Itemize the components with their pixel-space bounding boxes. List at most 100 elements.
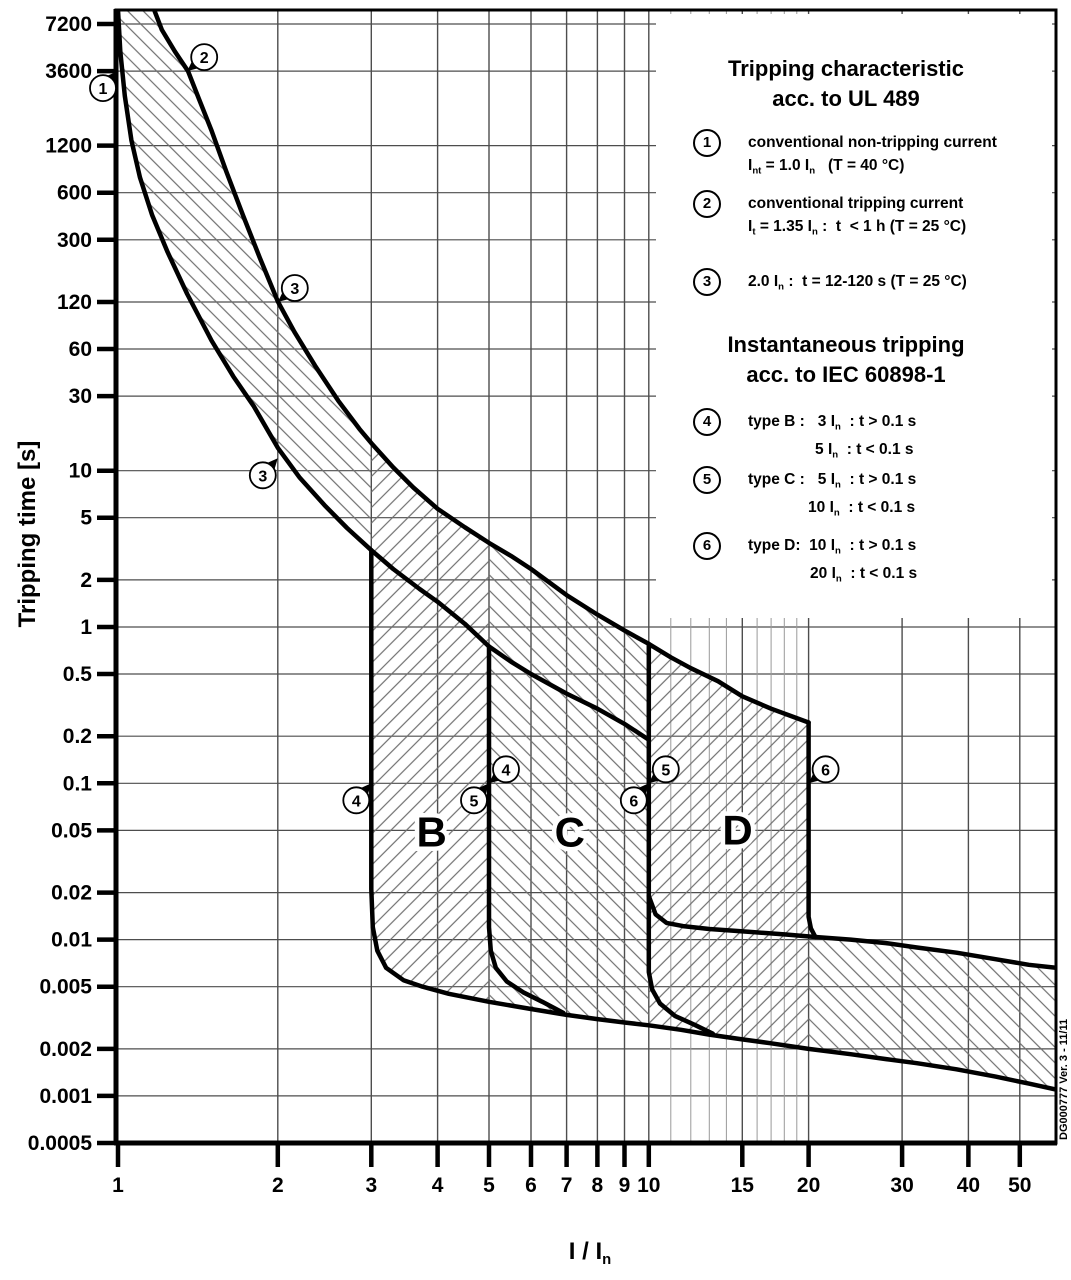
region-label-b: B [417, 809, 447, 856]
subscript: n [835, 421, 841, 433]
y-tick-label: 2 [80, 569, 92, 592]
marker-4: 4 [342, 783, 372, 815]
y-tick-label: 10 [69, 460, 92, 483]
legend-item-line: 10 In : t < 0.1 s [808, 499, 916, 519]
x-tick-label: 9 [619, 1174, 631, 1197]
region-label-d: D [722, 807, 752, 854]
y-tick-label: 60 [69, 338, 92, 361]
subscript: n [835, 545, 841, 557]
marker-3: 3 [248, 458, 278, 490]
x-tick-label: 40 [957, 1174, 980, 1197]
axis-ticks: 7200360012006003001206030105210.50.20.10… [28, 13, 1032, 1197]
legend-item-circle-1: 1 [693, 129, 721, 157]
x-tick-label: 4 [432, 1174, 444, 1197]
x-axis-title: I / In [568, 1238, 612, 1269]
legend-heading-line2: acc. to IEC 60898-1 [746, 362, 946, 387]
marker-2: 2 [187, 43, 219, 72]
marker-circle [460, 786, 488, 815]
x-tick-label: 6 [525, 1174, 537, 1197]
marker-arrow [105, 71, 118, 84]
y-axis-title: Tripping time [s] [14, 440, 41, 628]
subscript: n [778, 281, 785, 293]
marker-circle [492, 755, 520, 784]
legend-item-text: type D: 10 In : t > 0.1 s 20 In : t < 0.1… [748, 534, 1048, 591]
legend-item-circle-6: 6 [693, 532, 721, 560]
legend-item-line: 2.0 In : t = 12-120 s (T = 25 °C) [748, 273, 967, 293]
legend-item-line: type B : 3 In : t > 0.1 s [748, 413, 917, 433]
y-tick-label: 0.1 [63, 772, 93, 795]
x-tick-label: 2 [272, 1174, 284, 1197]
y-tick-label: 0.5 [63, 663, 93, 686]
y-tick-label: 30 [69, 385, 92, 408]
legend-item-line: type D: 10 In : t > 0.1 s [748, 537, 917, 557]
legend-heading-instantaneous: Instantaneous tripping acc. to IEC 60898… [656, 330, 1036, 390]
subscript: n [811, 226, 818, 238]
marker-1: 1 [89, 71, 118, 102]
legend-title-line1: Tripping characteristic [728, 56, 964, 81]
marker-arrow [359, 783, 372, 796]
legend-heading-line1: Instantaneous tripping [727, 332, 965, 357]
x-tick-label: 30 [890, 1174, 913, 1197]
marker-circle [280, 274, 309, 302]
y-tick-label: 1200 [45, 135, 92, 158]
y-tick-label: 0.0005 [28, 1132, 93, 1155]
legend-item-text: type B : 3 In : t > 0.1 s 5 In : t < 0.1 … [748, 410, 1048, 467]
legend-item-circle-2: 2 [693, 190, 721, 218]
marker-3: 3 [277, 274, 309, 302]
subscript: n [835, 573, 842, 585]
subscript: n [832, 449, 839, 461]
x-tick-label: 5 [483, 1174, 495, 1197]
x-tick-label: 7 [561, 1174, 573, 1197]
marker-number: 1 [99, 81, 108, 98]
x-tick-label: 50 [1008, 1174, 1031, 1197]
curve-thermal-lower [116, 10, 374, 553]
marker-number: 2 [200, 50, 209, 67]
hatch-band [371, 10, 490, 1090]
marker-number: 3 [290, 281, 299, 298]
legend-item-line: 20 In : t < 0.1 s [810, 565, 918, 585]
curve-type-d-right [806, 720, 818, 940]
marker-circle [89, 74, 117, 102]
legend-item-text: 2.0 In : t = 12-120 s (T = 25 °C) [748, 270, 1048, 298]
y-tick-label: 0.005 [39, 976, 92, 999]
hatch-band [118, 10, 372, 1090]
curve-thermal-lower-ext [369, 547, 652, 742]
y-tick-label: 600 [57, 182, 92, 205]
legend-item-line: It = 1.35 In : t < 1 h (T = 25 °C) [748, 218, 967, 238]
y-tick-label: 300 [57, 229, 92, 252]
subscript: nt [752, 165, 762, 177]
curve-type-b-left [369, 547, 1056, 1092]
x-tick-label: 1 [112, 1174, 124, 1197]
marker-arrow [636, 783, 649, 796]
legend-title-line2: acc. to UL 489 [772, 86, 920, 111]
legend-title: Tripping characteristic acc. to UL 489 [656, 54, 1036, 114]
y-tick-label: 0.002 [39, 1038, 92, 1061]
y-tick-label: 0.01 [51, 929, 92, 952]
legend-item-text: conventional tripping current It = 1.35 I… [748, 192, 1048, 243]
legend-item-text: conventional non-tripping current Int = 1… [748, 131, 1048, 182]
marker-arrow [265, 458, 278, 471]
y-tick-label: 120 [57, 291, 92, 314]
trip-curves [116, 10, 1056, 1092]
subscript: t [752, 226, 756, 238]
marker-number: 4 [502, 762, 511, 779]
y-tick-label: 0.05 [51, 819, 92, 842]
legend-item-line: conventional non-tripping current [748, 134, 997, 151]
y-tick-label: 0.02 [51, 882, 92, 905]
legend-item-circle-5: 5 [693, 466, 721, 494]
subscript: n [602, 1252, 612, 1269]
x-tick-label: 20 [797, 1174, 820, 1197]
legend-item-circle-4: 4 [693, 408, 721, 436]
marker-circle [651, 755, 680, 784]
y-tick-label: 0.2 [63, 725, 92, 748]
marker-number: 5 [470, 793, 479, 810]
region-label-c: C [555, 809, 585, 856]
marker-circle [619, 786, 648, 815]
curve-type-b-right [486, 644, 566, 1016]
marker-5: 5 [460, 783, 489, 815]
legend-item-line: 5 In : t < 0.1 s [815, 441, 914, 461]
x-tick-label: 3 [365, 1174, 377, 1197]
x-tick-label: 15 [731, 1174, 755, 1197]
marker-arrow [476, 783, 489, 796]
